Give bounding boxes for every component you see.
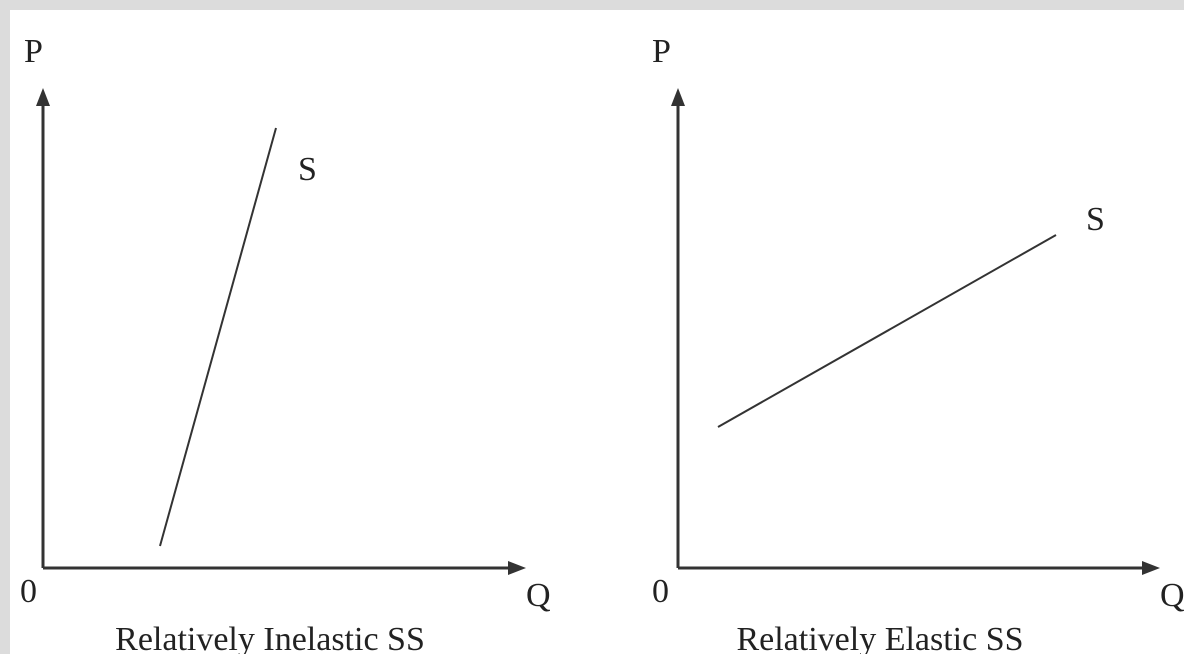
panel-elastic: P 0 Q S Relatively Elastic SS <box>652 33 1184 654</box>
supply-curve <box>159 127 277 547</box>
y-arrow <box>671 88 685 106</box>
x-arrow <box>508 561 526 575</box>
origin-label: 0 <box>20 573 37 610</box>
x-arrow <box>1142 561 1160 575</box>
panel-inelastic: P 0 Q S Relatively Inelastic SS <box>20 33 551 654</box>
x-axis-label: Q <box>1160 577 1184 614</box>
supply-curve <box>717 234 1057 428</box>
origin-label: 0 <box>652 573 669 610</box>
curve-label: S <box>1086 201 1105 238</box>
caption: Relatively Elastic SS <box>736 621 1023 654</box>
x-axis-label: Q <box>526 577 551 614</box>
y-axis-label: P <box>24 33 43 70</box>
curve-label: S <box>298 151 317 188</box>
caption: Relatively Inelastic SS <box>115 621 425 654</box>
y-arrow <box>36 88 50 106</box>
y-axis-label: P <box>652 33 671 70</box>
canvas <box>10 10 1184 654</box>
